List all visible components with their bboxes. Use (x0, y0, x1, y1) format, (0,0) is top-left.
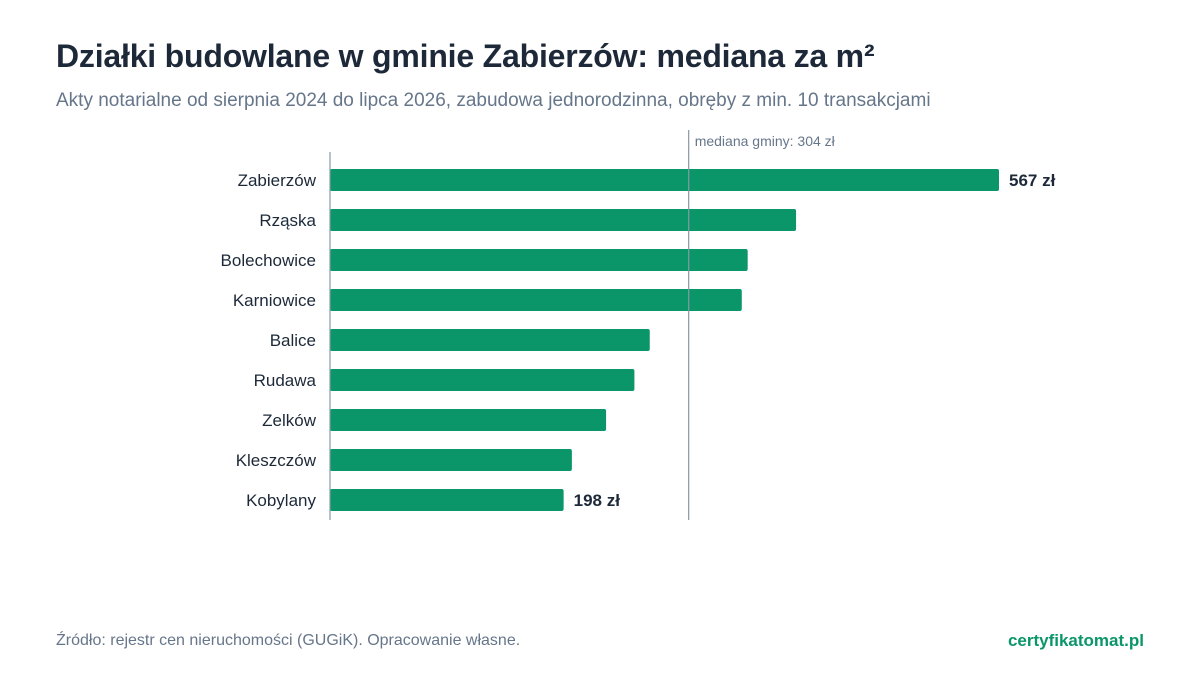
brand-link[interactable]: certyfikatomat.pl (1007, 631, 1144, 650)
value-label: 198 zł (574, 491, 621, 510)
bar (330, 169, 999, 191)
category-label: Balice (270, 331, 316, 350)
category-label: Karniowice (233, 291, 316, 310)
bar (330, 249, 748, 271)
category-label: Kleszczów (236, 451, 317, 470)
bar (330, 329, 650, 351)
category-label: Zelków (262, 411, 317, 430)
bar-chart: Zabierzów Rząska Bolechowice Karniowice Bali… (221, 130, 1056, 520)
value-label: 567 zł (1009, 171, 1056, 190)
category-label: Bolechowice (221, 251, 316, 270)
median-reference-label: mediana gminy: 304 zł (695, 133, 836, 149)
category-label: Rudawa (254, 371, 317, 390)
bar (330, 289, 742, 311)
chart-title: Działki budowlane w gminie Zabierzów: me… (56, 38, 875, 74)
source-note: Źródło: rejestr cen nieruchomości (GUGiK… (56, 632, 521, 649)
bar (330, 209, 797, 231)
bar (330, 449, 572, 471)
bar (330, 409, 607, 431)
bar (330, 369, 635, 391)
chart-subtitle: Akty notarialne od sierpnia 2024 do lipc… (56, 90, 931, 111)
category-label: Rząska (259, 211, 316, 230)
category-label: Kobylany (246, 491, 316, 510)
category-label: Zabierzów (238, 171, 317, 190)
bar (330, 489, 564, 511)
